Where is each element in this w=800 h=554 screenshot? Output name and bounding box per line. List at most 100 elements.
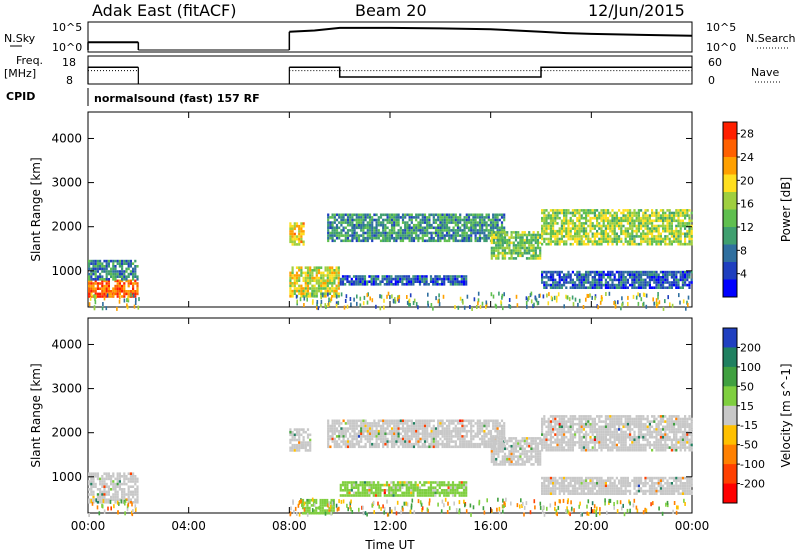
data-cell [300, 237, 303, 241]
data-cell [129, 259, 132, 263]
data-cell [414, 275, 417, 278]
data-cell [397, 437, 400, 441]
data-cell [371, 234, 374, 237]
data-cell [618, 219, 621, 223]
data-cell [302, 441, 305, 444]
data-cell [637, 276, 640, 279]
data-cell [308, 498, 311, 502]
data-cell [534, 251, 537, 255]
data-cell [110, 477, 113, 481]
data-cell [591, 276, 594, 279]
data-cell [300, 227, 303, 231]
data-cell [324, 284, 327, 288]
data-cell [127, 267, 130, 271]
data-cell [541, 224, 544, 228]
data-cell [472, 216, 475, 219]
data-cell [483, 424, 486, 428]
data-cell [349, 432, 352, 436]
data-cell [618, 209, 621, 212]
data-cell [517, 251, 520, 255]
data-cell [371, 422, 374, 425]
data-cell [421, 424, 424, 428]
data-cell [329, 435, 332, 438]
data-cell [569, 278, 572, 282]
data-cell [403, 494, 406, 497]
data-cell [289, 237, 292, 241]
data-cell [355, 422, 358, 425]
data-cell [545, 448, 548, 452]
data-cell [478, 445, 482, 449]
data-cell [591, 286, 594, 289]
noise-cell [469, 305, 471, 309]
noise-cell [529, 293, 532, 298]
data-cell [651, 224, 654, 228]
data-cell [396, 494, 400, 497]
data-cell [657, 224, 660, 228]
data-cell [429, 483, 433, 487]
data-cell [459, 216, 462, 219]
data-cell [377, 221, 380, 224]
data-cell [404, 445, 407, 449]
data-cell [483, 437, 486, 441]
data-cell [366, 427, 369, 430]
data-cell [686, 235, 689, 238]
data-cell [560, 235, 563, 238]
data-cell [476, 419, 479, 423]
data-cell [112, 488, 115, 491]
data-cell [309, 433, 312, 437]
data-cell [393, 236, 396, 240]
data-cell [360, 234, 363, 237]
data-cell [127, 477, 130, 481]
noise-cell [412, 301, 415, 305]
data-cell [497, 444, 500, 448]
data-cell [569, 420, 572, 423]
data-cell [454, 280, 457, 283]
data-cell [517, 233, 520, 237]
data-cell [366, 226, 369, 230]
data-cell [451, 277, 455, 281]
data-cell [456, 277, 459, 281]
data-cell [116, 279, 119, 283]
data-cell [578, 276, 581, 279]
noise-cell [620, 306, 622, 311]
data-cell [607, 222, 610, 225]
data-cell [396, 275, 400, 278]
data-cell [545, 443, 548, 447]
data-cell [375, 437, 378, 441]
data-cell [525, 444, 529, 448]
data-cell [648, 240, 651, 243]
data-cell [587, 242, 590, 246]
data-cell [419, 223, 422, 227]
data-cell [427, 489, 430, 492]
data-cell [563, 446, 566, 449]
data-cell [396, 481, 400, 484]
data-cell [364, 231, 367, 235]
data-cell [423, 216, 427, 219]
data-cell [684, 242, 687, 246]
data-cell [353, 435, 356, 438]
data-cell [547, 420, 550, 423]
data-cell [467, 229, 471, 232]
data-cell [357, 442, 361, 446]
data-cell [425, 491, 428, 495]
data-cell [558, 430, 561, 434]
data-cell [406, 419, 409, 423]
data-cell [554, 446, 557, 449]
data-cell [105, 295, 108, 298]
data-cell [396, 277, 400, 281]
data-cell [301, 501, 305, 505]
noise-cell [306, 297, 308, 302]
data-cell [508, 457, 511, 461]
data-cell [401, 486, 404, 489]
data-cell [496, 226, 499, 230]
data-cell [452, 435, 455, 438]
data-cell [478, 234, 482, 237]
data-cell [565, 273, 568, 276]
data-cell [598, 281, 601, 284]
data-cell [560, 270, 563, 274]
data-cell [390, 440, 394, 443]
data-cell [293, 433, 296, 437]
data-cell [349, 218, 352, 222]
data-cell [582, 286, 585, 289]
data-cell [306, 271, 310, 275]
